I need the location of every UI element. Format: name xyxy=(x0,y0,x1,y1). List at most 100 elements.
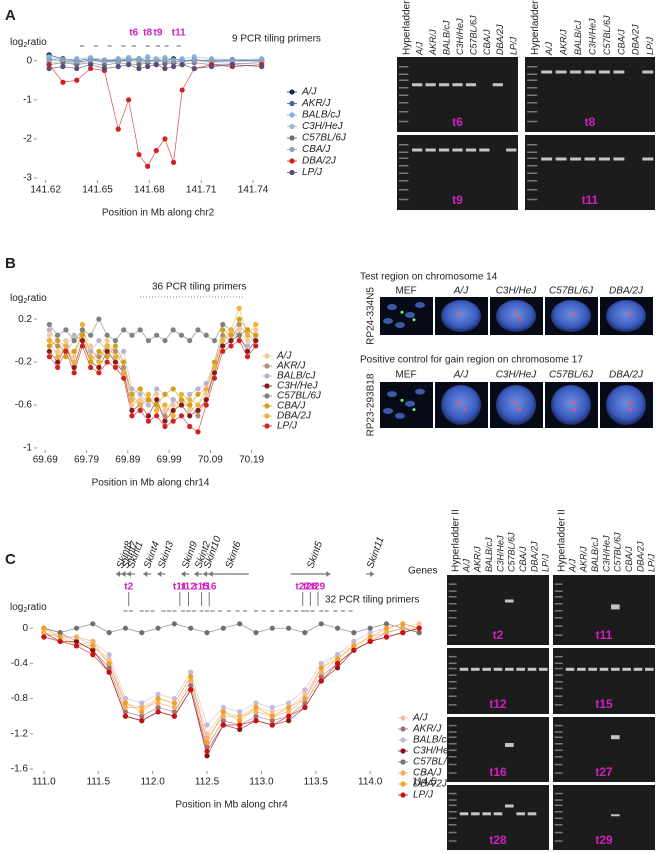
data-point xyxy=(162,418,168,424)
data-point xyxy=(170,159,177,165)
data-point xyxy=(188,682,194,689)
data-point xyxy=(71,337,77,344)
chromosome xyxy=(383,408,393,415)
data-point xyxy=(106,652,112,658)
data-point xyxy=(73,625,80,631)
legend-marker xyxy=(289,169,295,176)
data-point xyxy=(137,397,143,403)
data-point xyxy=(74,65,80,72)
gel-band xyxy=(541,157,553,161)
fish-signal xyxy=(571,401,575,405)
data-point xyxy=(60,79,66,85)
data-point xyxy=(178,413,185,419)
gel-image xyxy=(553,575,655,645)
ladder-band xyxy=(399,172,409,174)
data-point xyxy=(71,348,77,354)
gel-band xyxy=(611,604,620,610)
ladder-band xyxy=(399,111,409,113)
data-point xyxy=(187,402,193,408)
ladder-band xyxy=(448,704,457,706)
ladder-band xyxy=(554,749,563,751)
data-point xyxy=(367,625,373,631)
data-point xyxy=(237,709,243,715)
fish-row-title: Test region on chromosome 14 xyxy=(360,272,498,283)
legend-marker xyxy=(264,373,270,379)
series-line xyxy=(43,623,420,735)
data-point xyxy=(170,402,176,408)
fish-signal xyxy=(457,312,461,316)
data-point xyxy=(318,674,324,680)
y-axis-label-part: 2 xyxy=(23,607,27,614)
primer-label: t15 xyxy=(194,582,209,593)
data-point xyxy=(220,625,226,631)
series-line xyxy=(43,627,420,748)
data-point xyxy=(203,397,209,403)
ladder-band xyxy=(554,704,563,706)
ladder-band xyxy=(399,144,409,146)
gel-label: t16 xyxy=(489,765,507,779)
gene-name: Skint11 xyxy=(365,536,386,570)
data-point xyxy=(416,630,422,636)
legend-marker xyxy=(264,423,270,429)
data-point xyxy=(101,57,108,63)
lane-label: CBA/J xyxy=(616,29,626,55)
fish-signal xyxy=(400,310,404,314)
gel-band xyxy=(492,83,503,87)
gel-band xyxy=(611,814,620,817)
data-point xyxy=(90,643,96,649)
data-point xyxy=(187,423,193,430)
data-point xyxy=(211,370,218,376)
data-point xyxy=(90,621,96,627)
gel-label: t15 xyxy=(595,697,613,711)
gel-band xyxy=(598,157,610,161)
data-point xyxy=(87,62,94,68)
data-point xyxy=(153,148,159,154)
data-point xyxy=(87,58,94,64)
data-point xyxy=(137,407,143,414)
data-point xyxy=(220,709,226,715)
data-point xyxy=(112,348,119,354)
y-tick-label: -1 xyxy=(23,94,32,105)
data-point xyxy=(96,348,102,354)
ladder-band xyxy=(448,799,457,801)
gene-arrowhead xyxy=(116,571,121,577)
ladder-band xyxy=(554,743,563,745)
data-point xyxy=(228,332,234,338)
lane-label: Hyperladder II xyxy=(401,0,412,55)
legend-label: C57BL/6J xyxy=(302,133,347,144)
y-tick-label: -3 xyxy=(23,173,32,184)
data-point xyxy=(286,704,292,711)
ladder-band xyxy=(448,772,457,774)
data-point xyxy=(96,316,102,322)
data-point xyxy=(79,343,85,349)
legend-marker xyxy=(400,748,406,754)
y-tick-label: -1.6 xyxy=(11,764,29,775)
ladder-band xyxy=(527,189,538,191)
ladder-band xyxy=(399,189,409,191)
data-point xyxy=(191,65,197,72)
data-point xyxy=(104,359,110,365)
ladder-band xyxy=(527,73,538,75)
x-tick-label: 112.5 xyxy=(195,777,220,788)
data-point xyxy=(228,337,234,344)
data-point xyxy=(253,709,259,715)
legend-marker xyxy=(264,363,270,369)
legend-label: BALB/cJ xyxy=(413,735,452,746)
nucleus xyxy=(551,385,591,425)
gel-band xyxy=(584,157,596,161)
y-axis-label-part: log xyxy=(10,293,23,304)
data-point xyxy=(104,348,110,354)
data-point xyxy=(46,65,52,72)
data-point xyxy=(55,348,61,354)
data-point xyxy=(46,62,52,68)
data-point xyxy=(236,332,242,338)
data-point xyxy=(57,630,63,636)
x-tick-label: 69.69 xyxy=(33,455,58,466)
fish-signal xyxy=(518,408,522,412)
data-point xyxy=(208,57,215,63)
data-point xyxy=(195,407,201,414)
data-point xyxy=(129,332,135,338)
fish-column-label: C57BL/6J xyxy=(549,286,594,297)
data-point xyxy=(73,643,80,649)
data-point xyxy=(171,704,177,711)
